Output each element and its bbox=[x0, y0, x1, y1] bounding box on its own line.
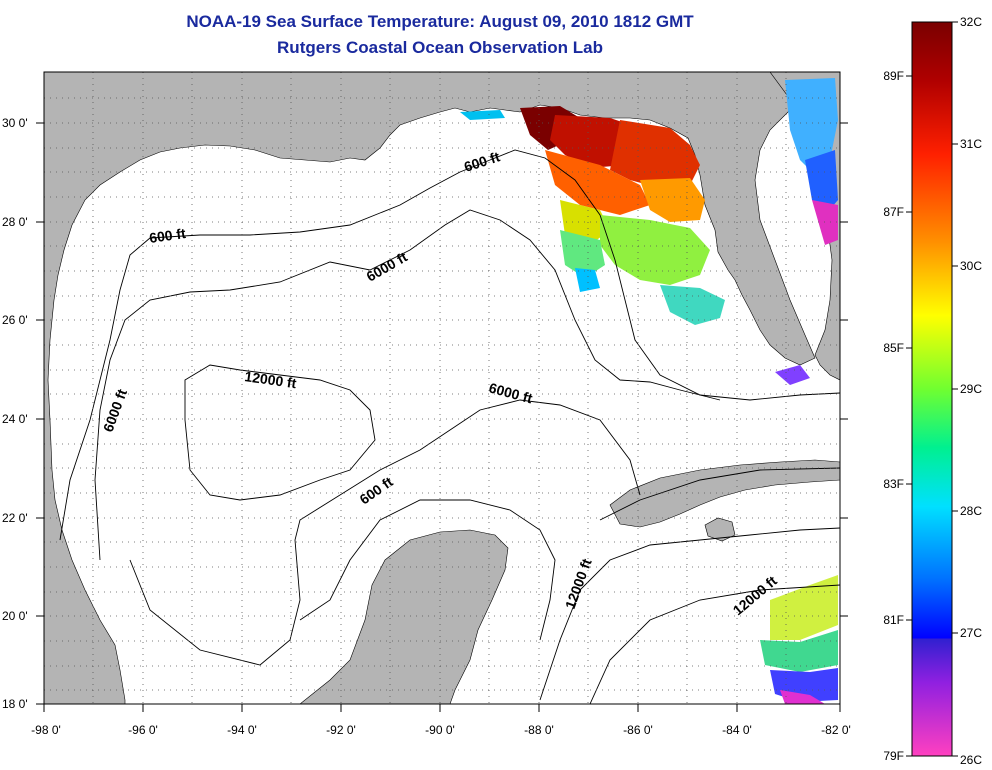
temperature-colorbar: 32C 31C 30C 29C 28C 27C 26C 89F 87F 85F … bbox=[883, 15, 982, 767]
y-tick-label: 28 0' bbox=[2, 215, 28, 229]
land-isle-of-youth bbox=[704, 517, 736, 542]
x-tick-label: -96 0' bbox=[128, 723, 158, 737]
map-ticks bbox=[36, 122, 848, 712]
bathymetry-contours bbox=[59, 149, 840, 704]
contour-caribbean-3 bbox=[599, 467, 840, 521]
contour-12000ft bbox=[184, 364, 376, 501]
x-tick-label: -82 0' bbox=[821, 723, 851, 737]
y-tick-label: 20 0' bbox=[2, 609, 28, 623]
y-tick-label: 30 0' bbox=[2, 116, 28, 130]
colorbar-celsius-label: 29C bbox=[960, 382, 982, 396]
land-cuba bbox=[609, 459, 840, 528]
colorbar-celsius-label: 30C bbox=[960, 259, 982, 273]
y-tick-label: 24 0' bbox=[2, 412, 28, 426]
colorbar-fahrenheit-label: 83F bbox=[883, 477, 904, 491]
x-tick-label: -90 0' bbox=[425, 723, 455, 737]
colorbar-celsius-label: 27C bbox=[960, 626, 982, 640]
y-tick-label: 26 0' bbox=[2, 313, 28, 327]
x-tick-label: -88 0' bbox=[524, 723, 554, 737]
contour-6000ft bbox=[94, 209, 721, 561]
contour-6000ft-south bbox=[129, 399, 641, 666]
x-tick-label: -86 0' bbox=[623, 723, 653, 737]
y-tick-label: 18 0' bbox=[2, 697, 28, 711]
colorbar-fahrenheit-label: 85F bbox=[883, 341, 904, 355]
colorbar-celsius-label: 26C bbox=[960, 753, 982, 767]
contour-600ft bbox=[59, 149, 840, 541]
colorbar-celsius-label: 31C bbox=[960, 137, 982, 151]
contour-caribbean-2 bbox=[589, 584, 840, 704]
contour-caribbean-1 bbox=[539, 527, 840, 701]
land-yucatan bbox=[299, 529, 509, 704]
map-subtitle: Rutgers Coastal Ocean Observation Lab bbox=[277, 38, 603, 57]
land-us-gulf-coast bbox=[44, 72, 840, 704]
colorbar-fahrenheit-label: 87F bbox=[883, 205, 904, 219]
map-title: NOAA-19 Sea Surface Temperature: August … bbox=[186, 12, 694, 31]
x-tick-label: -84 0' bbox=[722, 723, 752, 737]
colorbar-celsius-label: 32C bbox=[960, 15, 982, 29]
contour-600ft-south bbox=[299, 499, 556, 641]
colorbar-fahrenheit-label: 81F bbox=[883, 613, 904, 627]
contour-label-12000ft-1: 12000 ft bbox=[244, 368, 298, 391]
contour-label-600ft-1: 600 ft bbox=[148, 225, 187, 246]
colorbar-fahrenheit-label: 79F bbox=[883, 749, 904, 763]
map-grid bbox=[44, 72, 840, 704]
x-tick-label: -92 0' bbox=[326, 723, 356, 737]
colorbar-celsius-label: 28C bbox=[960, 504, 982, 518]
map-area: 600 ft 600 ft 600 ft 6000 ft 6000 ft 600… bbox=[44, 72, 840, 704]
sst-data-overlay bbox=[460, 78, 838, 704]
colorbar-fahrenheit-label: 89F bbox=[883, 69, 904, 83]
y-tick-label: 22 0' bbox=[2, 511, 28, 525]
x-tick-label: -98 0' bbox=[31, 723, 61, 737]
x-tick-label: -94 0' bbox=[227, 723, 257, 737]
map-frame bbox=[43, 71, 841, 705]
